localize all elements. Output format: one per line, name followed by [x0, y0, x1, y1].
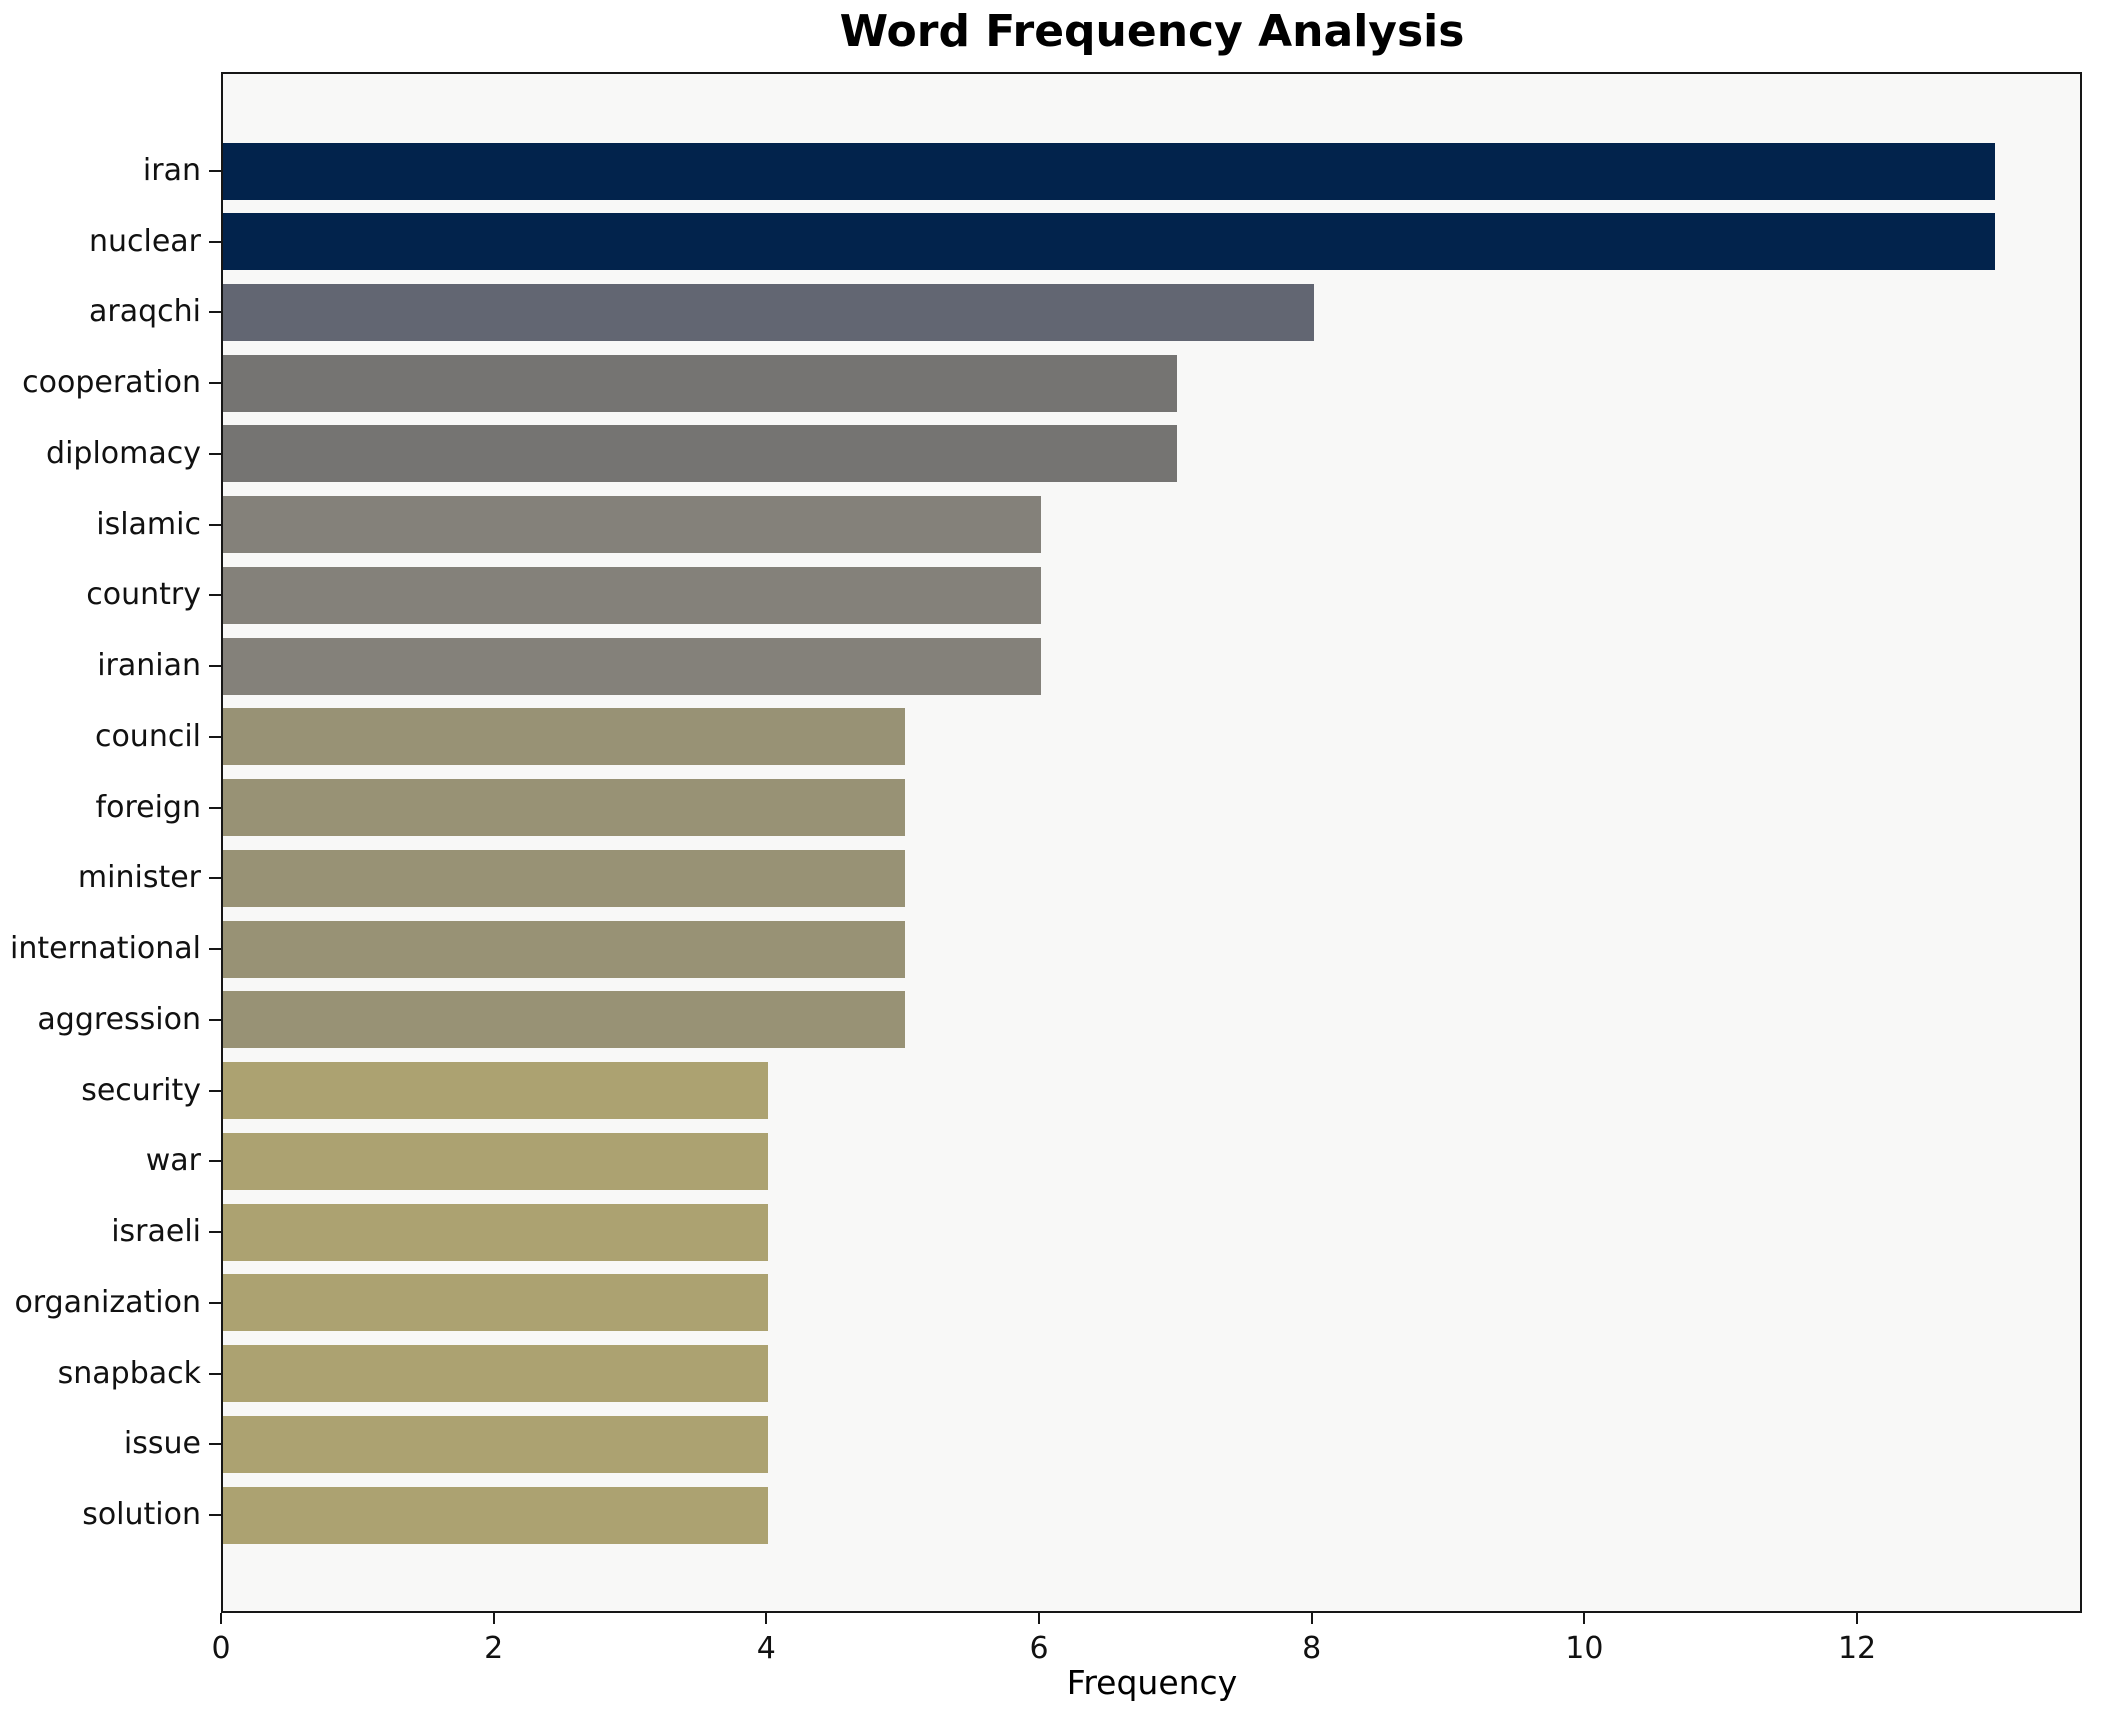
y-tick-label-iran: iran [142, 153, 201, 188]
bar-israeli [223, 1203, 768, 1261]
y-tick-mark [209, 594, 221, 597]
bar-international [223, 920, 905, 978]
bar-nuclear [223, 213, 1995, 271]
x-tick-label-8: 8 [1302, 1631, 1322, 1666]
y-tick-mark [209, 1231, 221, 1234]
x-tick-mark [1310, 1613, 1313, 1624]
chart-title: Word Frequency Analysis [839, 6, 1465, 57]
y-tick-label-araqchi: araqchi [89, 294, 201, 330]
x-tick-mark [220, 1613, 222, 1624]
y-tick-mark [209, 877, 221, 880]
bar-cooperation [223, 354, 1177, 412]
x-tick-mark [1583, 1613, 1586, 1624]
y-tick-label-solution: solution [82, 1497, 201, 1533]
bar-security [223, 1062, 768, 1120]
y-tick-mark [209, 1301, 221, 1304]
bar-aggression [223, 991, 905, 1049]
y-tick-mark [209, 735, 221, 738]
plot-area [221, 72, 2082, 1613]
y-tick-mark [209, 1018, 221, 1021]
bar-solution [223, 1486, 768, 1544]
y-tick-mark [209, 1443, 221, 1446]
y-tick-label-iranian: iranian [97, 648, 201, 684]
x-tick-mark [1856, 1613, 1859, 1624]
y-tick-mark [209, 170, 221, 172]
y-tick-label-islamic: islamic [96, 506, 201, 542]
y-tick-mark [209, 382, 221, 385]
y-tick-mark [209, 1514, 221, 1517]
y-tick-label-international: international [10, 931, 201, 967]
bar-organization [223, 1274, 768, 1332]
y-tick-label-war: war [145, 1143, 201, 1179]
y-tick-label-council: council [94, 718, 201, 754]
x-tick-label-2: 2 [484, 1631, 504, 1666]
x-tick-mark [1038, 1613, 1041, 1624]
y-tick-label-aggression: aggression [37, 1001, 201, 1037]
x-tick-label-4: 4 [756, 1631, 776, 1666]
x-tick-mark [492, 1613, 495, 1624]
y-tick-mark [209, 311, 221, 314]
bar-araqchi [223, 283, 1314, 341]
bar-minister [223, 849, 905, 907]
bar-council [223, 708, 905, 766]
bar-iranian [223, 637, 1041, 695]
bar-war [223, 1132, 768, 1190]
bar-issue [223, 1415, 768, 1473]
y-tick-mark [209, 1160, 221, 1163]
bar-islamic [223, 496, 1041, 554]
y-tick-label-nuclear: nuclear [88, 223, 201, 259]
bar-diplomacy [223, 425, 1177, 483]
y-tick-mark [209, 452, 221, 455]
x-axis-title: Frequency [1066, 1663, 1238, 1702]
y-tick-label-security: security [81, 1072, 201, 1108]
y-tick-label-cooperation: cooperation [22, 365, 201, 401]
bar-iran [223, 142, 1995, 200]
x-tick-label-6: 6 [1029, 1631, 1049, 1666]
x-tick-label-10: 10 [1565, 1631, 1604, 1666]
y-tick-label-issue: issue [123, 1426, 201, 1462]
y-tick-label-diplomacy: diplomacy [46, 435, 201, 471]
y-tick-label-organization: organization [14, 1284, 201, 1320]
y-tick-label-foreign: foreign [95, 789, 201, 825]
bar-country [223, 566, 1041, 624]
y-tick-mark [209, 1089, 221, 1092]
x-tick-mark [765, 1613, 768, 1624]
y-tick-label-snapback: snapback [57, 1355, 201, 1391]
y-tick-label-israeli: israeli [111, 1214, 201, 1250]
x-tick-label-12: 12 [1837, 1631, 1877, 1666]
y-tick-mark [209, 948, 221, 951]
y-tick-mark [209, 240, 221, 243]
x-tick-label-0: 0 [211, 1631, 231, 1666]
y-tick-mark [209, 806, 221, 809]
bar-snapback [223, 1345, 768, 1403]
bar-foreign [223, 779, 905, 837]
y-tick-mark [209, 523, 221, 526]
y-tick-mark [209, 1372, 221, 1375]
y-tick-label-country: country [86, 577, 201, 613]
y-tick-label-minister: minister [77, 860, 201, 896]
y-tick-mark [209, 665, 221, 668]
